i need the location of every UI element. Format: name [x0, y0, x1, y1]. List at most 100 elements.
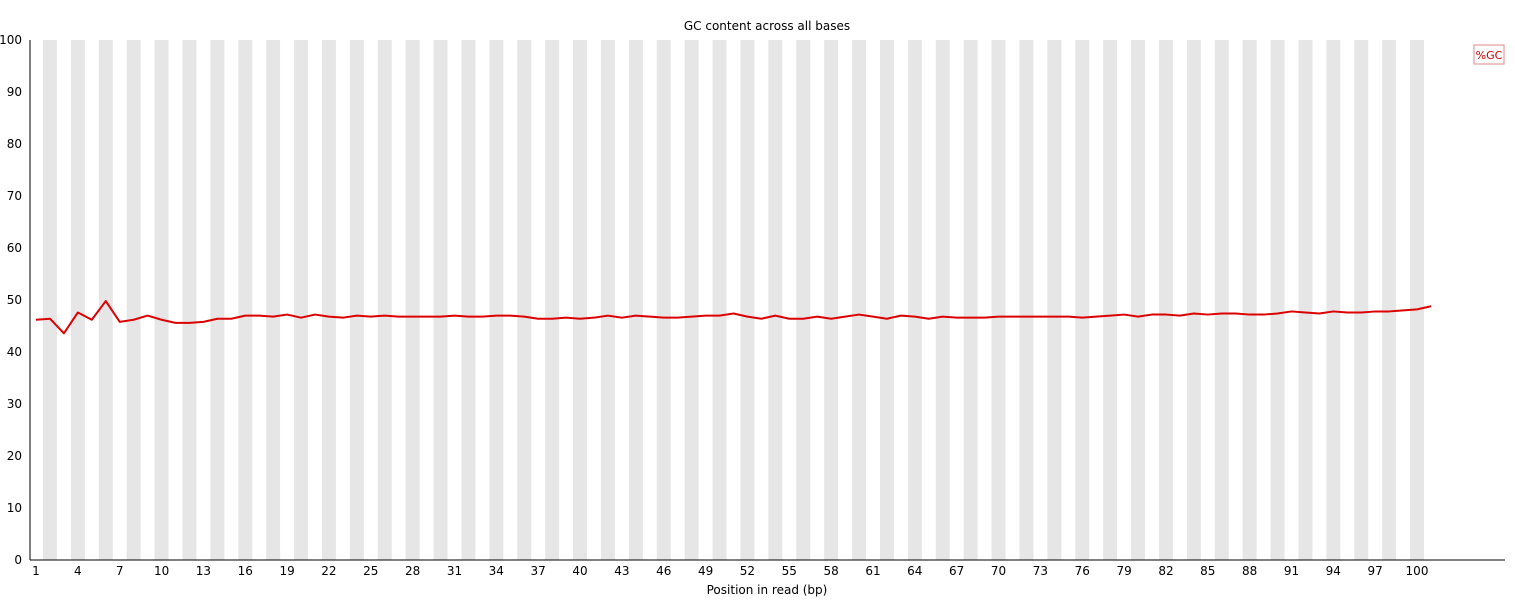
background-band: [712, 40, 727, 560]
background-band: [182, 40, 197, 560]
background-band: [991, 40, 1006, 560]
background-band: [1326, 40, 1341, 560]
x-tick-label: 52: [740, 564, 755, 578]
background-band: [1242, 40, 1257, 560]
background-band: [1270, 40, 1285, 560]
x-tick-label: 40: [572, 564, 587, 578]
background-band: [907, 40, 922, 560]
x-tick-label: 22: [321, 564, 336, 578]
x-tick-label: 1: [32, 564, 40, 578]
background-band: [768, 40, 783, 560]
background-band: [1047, 40, 1062, 560]
background-band: [1019, 40, 1034, 560]
background-band: [852, 40, 867, 560]
background-band: [349, 40, 364, 560]
y-tick-label: 60: [7, 241, 22, 255]
x-tick-label: 61: [865, 564, 880, 578]
y-tick-label: 30: [7, 397, 22, 411]
background-band: [684, 40, 699, 560]
x-tick-label: 64: [907, 564, 922, 578]
x-tick-label: 4: [74, 564, 82, 578]
x-tick-label: 100: [1406, 564, 1429, 578]
background-band: [935, 40, 950, 560]
x-tick-label: 70: [991, 564, 1006, 578]
background-band: [1131, 40, 1146, 560]
y-tick-label: 50: [7, 293, 22, 307]
x-tick-label: 97: [1368, 564, 1383, 578]
x-tick-label: 28: [405, 564, 420, 578]
chart-title: GC content across all bases: [684, 19, 850, 33]
background-band: [238, 40, 253, 560]
x-axis-label: Position in read (bp): [707, 583, 828, 597]
background-band: [1214, 40, 1229, 560]
background-band: [489, 40, 504, 560]
background-band: [98, 40, 113, 560]
y-tick-label: 40: [7, 345, 22, 359]
x-tick-label: 88: [1242, 564, 1257, 578]
x-tick-label: 73: [1033, 564, 1048, 578]
background-band: [963, 40, 978, 560]
y-tick-label: 80: [7, 137, 22, 151]
y-tick-label: 0: [14, 553, 22, 567]
background-band: [1103, 40, 1118, 560]
background-band: [600, 40, 615, 560]
x-tick-label: 10: [154, 564, 169, 578]
background-band: [294, 40, 309, 560]
x-tick-label: 76: [1075, 564, 1090, 578]
x-tick-label: 49: [698, 564, 713, 578]
background-band: [70, 40, 85, 560]
background-band: [321, 40, 336, 560]
x-tick-label: 7: [116, 564, 124, 578]
background-band: [266, 40, 281, 560]
y-tick-label: 70: [7, 189, 22, 203]
background-band: [824, 40, 839, 560]
x-tick-label: 55: [782, 564, 797, 578]
background-band: [126, 40, 141, 560]
background-band: [740, 40, 755, 560]
background-band: [154, 40, 169, 560]
background-band: [405, 40, 420, 560]
background-band: [1354, 40, 1369, 560]
y-tick-label: 90: [7, 85, 22, 99]
background-band: [1075, 40, 1090, 560]
x-tick-label: 46: [656, 564, 671, 578]
background-band: [377, 40, 392, 560]
background-band: [545, 40, 560, 560]
background-band: [573, 40, 588, 560]
x-tick-label: 16: [238, 564, 253, 578]
y-tick-label: 10: [7, 501, 22, 515]
x-tick-label: 85: [1200, 564, 1215, 578]
x-tick-label: 82: [1158, 564, 1173, 578]
x-tick-label: 34: [489, 564, 504, 578]
x-tick-label: 43: [614, 564, 629, 578]
y-tick-label: 100: [0, 33, 22, 47]
x-tick-label: 31: [447, 564, 462, 578]
background-band: [210, 40, 225, 560]
background-band: [1410, 40, 1425, 560]
legend-box: [1473, 44, 1505, 65]
background-band: [461, 40, 476, 560]
legend-entry-gc: %GC: [1476, 49, 1503, 62]
background-band: [656, 40, 671, 560]
background-band: [879, 40, 894, 560]
x-tick-label: 37: [531, 564, 546, 578]
background-band: [433, 40, 448, 560]
x-tick-label: 19: [279, 564, 294, 578]
background-band: [1186, 40, 1201, 560]
y-axis-ticks: 0 10 20 30 40 50 60 70 80 90 100: [0, 33, 22, 567]
x-tick-label: 79: [1116, 564, 1131, 578]
background-band: [1382, 40, 1397, 560]
legend: %GC: [1473, 44, 1505, 65]
background-band: [796, 40, 811, 560]
x-tick-label: 94: [1326, 564, 1341, 578]
x-tick-label: 91: [1284, 564, 1299, 578]
background-bands: [42, 40, 1425, 560]
x-axis-ticks: 1 4 7 10 13 16 19 22 25 28 31 34 37 40 43 46 49 52 55 58 61 6…: [32, 564, 1428, 578]
y-tick-label: 20: [7, 449, 22, 463]
background-band: [517, 40, 532, 560]
x-tick-label: 58: [823, 564, 838, 578]
x-tick-label: 13: [196, 564, 211, 578]
x-tick-label: 25: [363, 564, 378, 578]
background-band: [1158, 40, 1173, 560]
